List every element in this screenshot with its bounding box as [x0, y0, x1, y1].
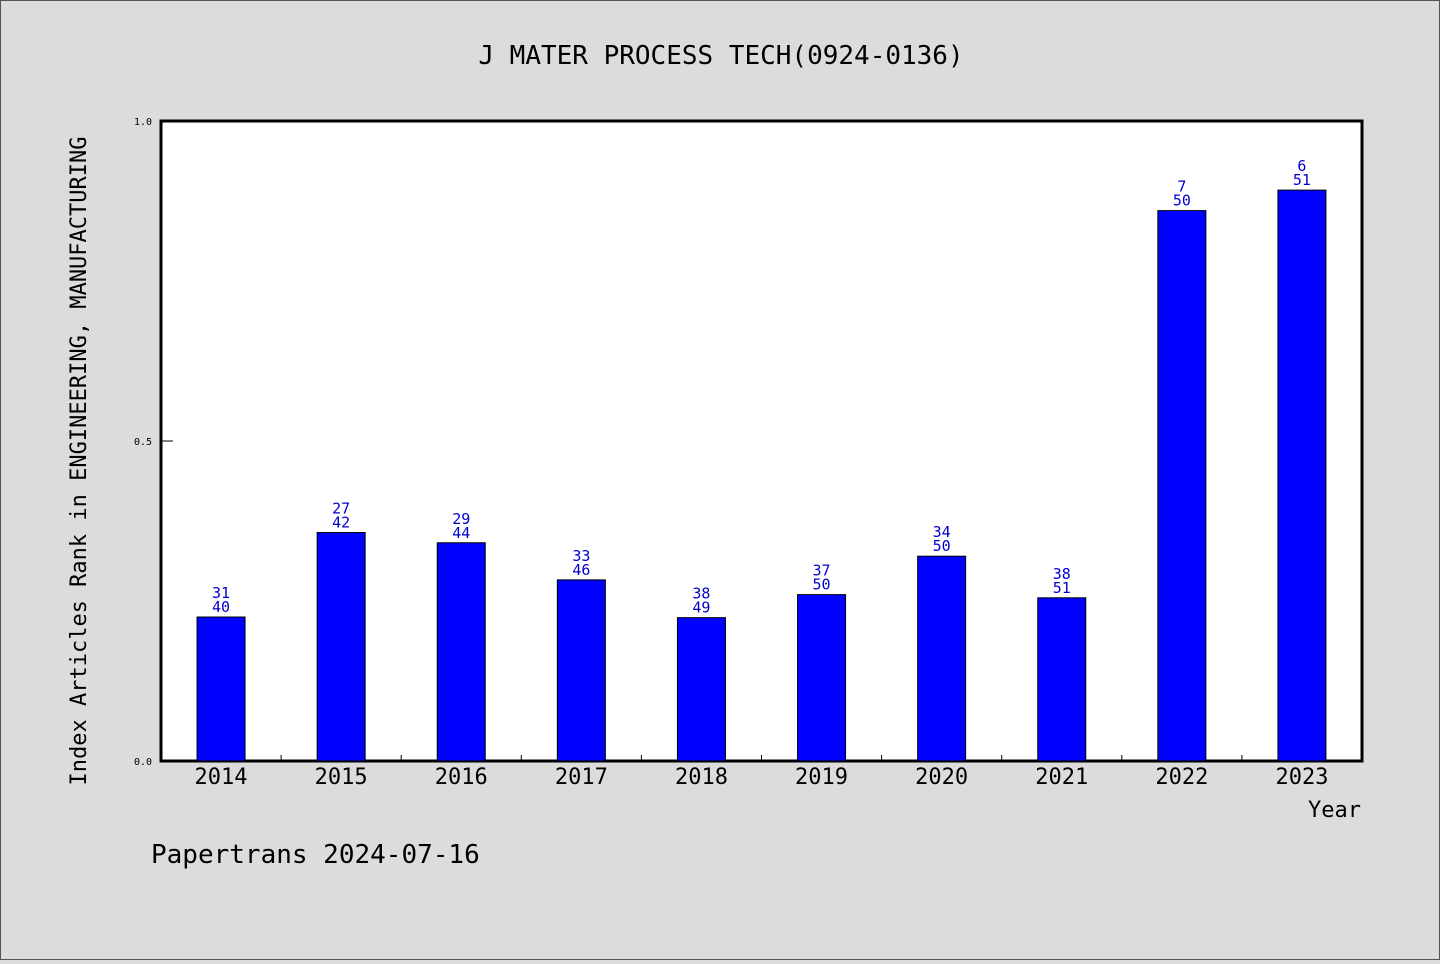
y-tick-label: 0.0 — [134, 757, 152, 768]
bar-rank-label: 7 — [1177, 178, 1186, 196]
bar — [436, 542, 486, 762]
bar — [1157, 210, 1207, 762]
x-tick-label: 2021 — [1035, 765, 1088, 790]
bar-rank-label: 34 — [933, 523, 951, 541]
y-axis-label: Index Articles Rank in ENGINEERING, MANU… — [67, 136, 92, 785]
x-tick-label: 2023 — [1275, 765, 1328, 790]
x-tick-label: 2015 — [315, 765, 368, 790]
bars — [196, 189, 1327, 762]
y-axis: 0.0 0.5 1.0 — [134, 117, 173, 768]
bar-total-label: 50 — [813, 576, 831, 594]
bar — [1277, 189, 1327, 762]
y-tick-label: 1.0 — [134, 117, 152, 128]
bar-total-label: 50 — [933, 537, 951, 555]
bar-total-label: 51 — [1053, 579, 1071, 597]
x-tick-label: 2020 — [915, 765, 968, 790]
bar-total-label: 49 — [692, 599, 710, 617]
footer-credit: Papertrans 2024-07-16 — [151, 840, 480, 870]
x-tick-label: 2016 — [435, 765, 488, 790]
x-axis: 2014 2015 2016 2017 2018 2019 2020 2021 2022 2023 — [195, 755, 1328, 790]
bar-total-label: 50 — [1173, 192, 1191, 210]
bar-total-label: 44 — [452, 524, 470, 542]
bar-total-label: 40 — [212, 598, 230, 616]
x-tick-label: 2017 — [555, 765, 608, 790]
bar — [556, 579, 606, 762]
bar — [196, 616, 246, 762]
bar-total-label: 51 — [1293, 171, 1311, 189]
bar — [1037, 597, 1087, 762]
x-tick-label: 2019 — [795, 765, 848, 790]
bar-rank-label: 38 — [1053, 565, 1071, 583]
x-tick-label: 2018 — [675, 765, 728, 790]
y-tick-label: 0.5 — [134, 437, 152, 448]
bar-rank-label: 29 — [452, 510, 470, 528]
bar-rank-label: 31 — [212, 584, 230, 602]
bar-total-label: 42 — [332, 514, 350, 532]
chart-title: J MATER PROCESS TECH(0924-0136) — [478, 41, 963, 71]
bar-rank-label: 6 — [1297, 157, 1306, 175]
bar — [917, 555, 967, 762]
bar — [797, 594, 847, 762]
x-tick-label: 2022 — [1155, 765, 1208, 790]
bar-rank-label: 33 — [572, 547, 590, 565]
x-tick-label: 2014 — [195, 765, 248, 790]
bar-total-label: 46 — [572, 561, 590, 579]
bar-rank-label: 27 — [332, 500, 350, 518]
bar-rank-label: 38 — [692, 585, 710, 603]
bar — [316, 532, 366, 762]
bar — [676, 617, 726, 762]
x-axis-label: Year — [1308, 798, 1361, 823]
bar-rank-label: 37 — [813, 562, 831, 580]
